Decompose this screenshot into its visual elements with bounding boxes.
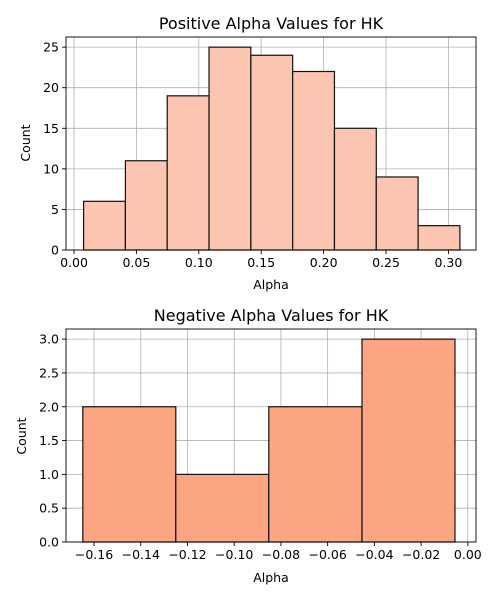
x-tick-label: −0.06 [308,547,346,562]
y-tick-label: 10 [43,161,59,176]
x-tick-label: 0.10 [185,255,213,270]
y-tick-label: 25 [43,40,59,55]
negative-alpha-histogram: Negative Alpha Values for HK Alpha Count… [14,306,482,585]
x-tick-label: −0.10 [215,547,253,562]
axes-frame [65,328,477,543]
plot-area: 0.00 0.05 0.10 0.15 0.20 0.25 0.30 0 5 10 15 20 25 [43,36,477,270]
histogram-bar [250,54,294,251]
chart-title: Positive Alpha Values for HK [159,14,384,33]
x-tick-label: 0.00 [454,547,482,562]
histogram-bar [208,46,252,251]
plot-area: −0.16 −0.14 −0.12 −0.10 −0.08 −0.06 −0.04 −0.02… [39,328,482,562]
y-tick-label: 1.5 [39,433,59,448]
x-tick-label: −0.12 [168,547,206,562]
x-tick-label: −0.04 [355,547,393,562]
y-tick-label: 5 [51,202,59,217]
y-tick-label: 0 [51,243,59,258]
y-tick-label: 0.0 [39,535,59,550]
y-axis-label: Count [14,417,29,454]
x-tick-label: −0.16 [75,547,113,562]
histogram-bar [361,338,456,543]
y-tick-label: 20 [43,80,59,95]
x-tick-label: −0.08 [262,547,300,562]
axes-frame [65,36,477,251]
histogram-bar [82,406,177,543]
x-axis-label: Alpha [253,277,289,292]
y-tick-label: 2.0 [39,399,59,414]
positive-alpha-histogram: Positive Alpha Values for HK Alpha Count… [18,14,477,292]
histogram-bar [375,176,419,251]
x-tick-label: 0.20 [310,255,338,270]
x-tick-label: 0.05 [122,255,150,270]
x-tick-label: −0.14 [122,547,160,562]
x-tick-label: −0.02 [402,547,440,562]
histogram-bar [124,160,168,251]
x-tick-label: 0.15 [247,255,275,270]
x-tick-label: 0.25 [372,255,400,270]
histogram-bar [268,406,363,543]
histogram-bar [82,200,127,251]
y-tick-label: 15 [43,121,59,136]
histogram-bar [333,127,377,251]
chart-title: Negative Alpha Values for HK [154,306,389,325]
y-tick-label: 3.0 [39,332,59,347]
histogram-bar [417,225,461,251]
histogram-bar [175,473,270,543]
y-tick-label: 2.5 [39,365,59,380]
x-axis-label: Alpha [253,570,289,585]
y-axis-label: Count [18,124,33,161]
y-tick-label: 0.5 [39,501,59,516]
histogram-bar [292,70,336,251]
y-tick-label: 1.0 [39,467,59,482]
x-tick-label: 0.30 [434,255,462,270]
histogram-bar [166,95,210,251]
x-tick-label: 0.00 [60,255,88,270]
